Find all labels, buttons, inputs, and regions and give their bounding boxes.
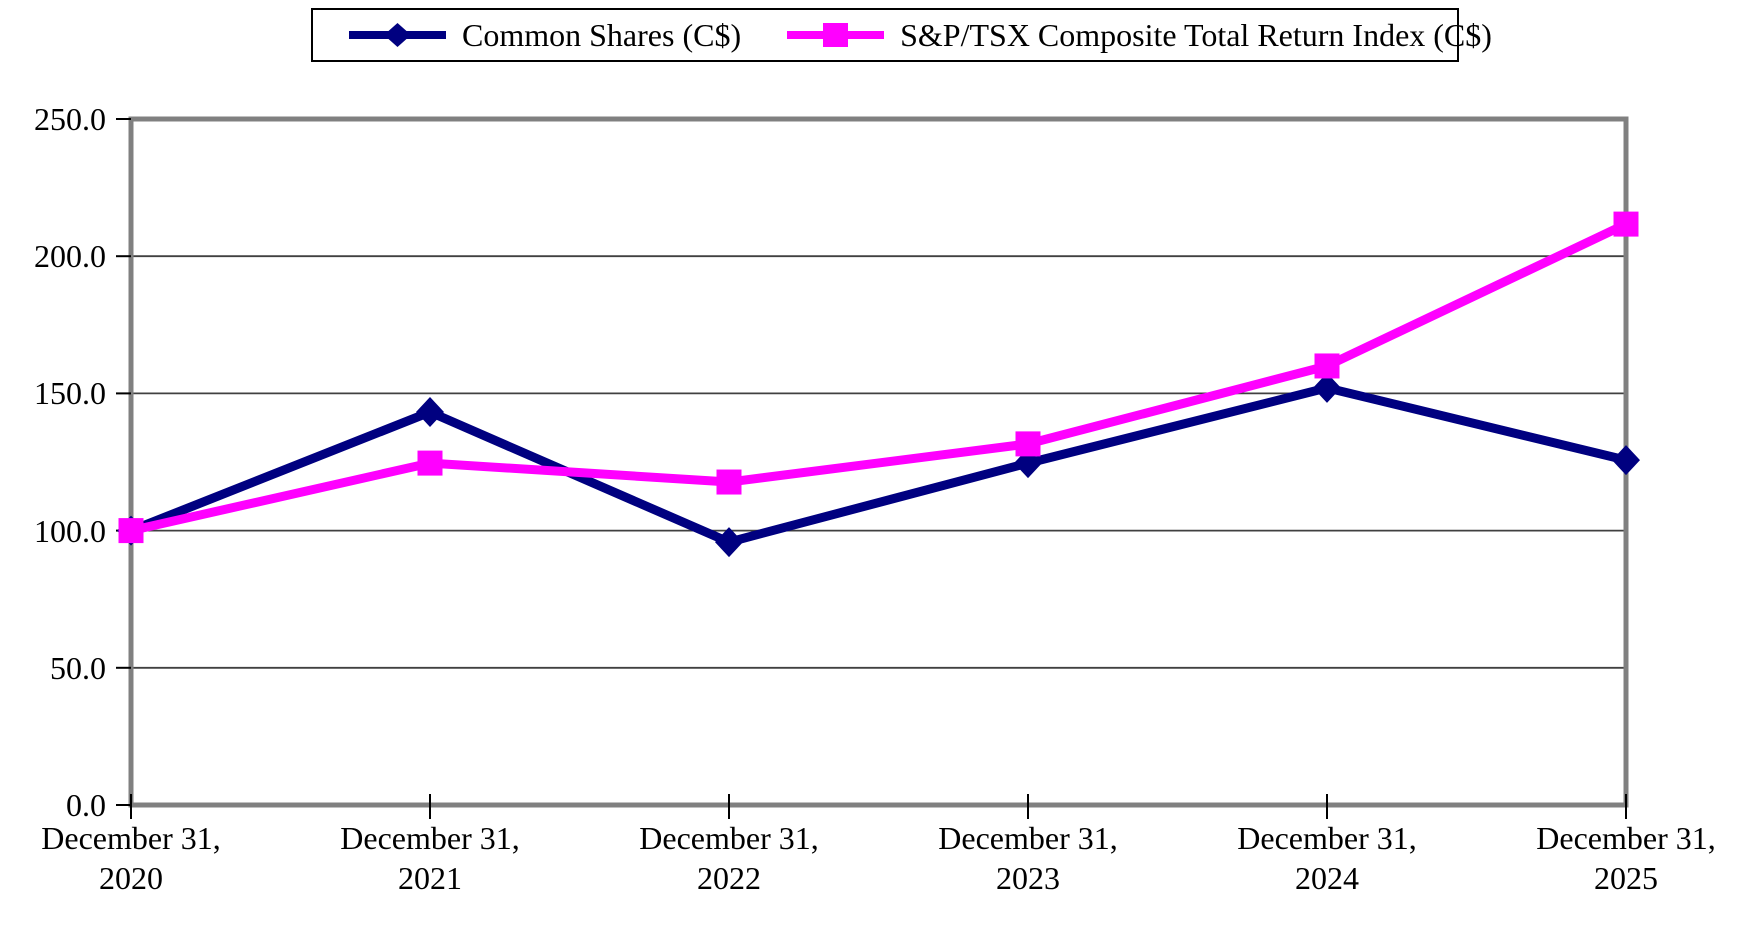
data-point-square: [1314, 353, 1340, 379]
x-tick-label: December 31, 2021: [290, 818, 570, 898]
x-tick-label-line1: December 31,: [41, 820, 221, 856]
data-point-square: [1613, 211, 1639, 237]
x-tick-label: December 31, 2024: [1187, 818, 1467, 898]
y-tick-label: 200.0: [34, 238, 106, 275]
data-point-square: [1015, 431, 1041, 457]
x-tick-label-line2: 2024: [1295, 860, 1359, 896]
x-tick-label: December 31, 2023: [888, 818, 1168, 898]
data-point-diamond: [1313, 372, 1341, 403]
y-tick-label: 250.0: [34, 101, 106, 137]
line-square-swatch-icon: [787, 23, 885, 47]
x-tick-label-line2: 2021: [398, 860, 462, 896]
x-tick-label-line1: December 31,: [938, 820, 1118, 856]
x-tick-label-line2: 2020: [99, 860, 163, 896]
y-tick-label: 100.0: [34, 512, 106, 549]
legend-entry-tsx-index: S&P/TSX Composite Total Return Index (C$…: [787, 17, 1492, 54]
x-tick-label: December 31, 2020: [0, 818, 271, 898]
series-line-0: [129, 383, 1628, 547]
y-tick-label: 150.0: [34, 375, 106, 412]
x-tick-label-line2: 2022: [697, 860, 761, 896]
legend: Common Shares (C$) S&P/TSX Composite Tot…: [311, 8, 1492, 62]
x-tick-label-line1: December 31,: [340, 820, 520, 856]
legend-label-common-shares: Common Shares (C$): [462, 16, 742, 53]
x-tick-label-line2: 2023: [996, 860, 1060, 896]
line-diamond-swatch-icon: [349, 23, 446, 47]
x-tick-label-line2: 2025: [1594, 860, 1658, 896]
x-tick-label-line1: December 31,: [1237, 820, 1417, 856]
data-point-diamond: [715, 527, 743, 558]
data-point-diamond: [416, 397, 444, 428]
data-point-square: [716, 469, 742, 495]
data-point-diamond: [1612, 445, 1640, 476]
y-tick-label: 50.0: [50, 649, 106, 686]
legend-entry-common-shares: Common Shares (C$): [349, 17, 741, 54]
data-point-square: [118, 518, 144, 544]
x-tick-label-line1: December 31,: [639, 820, 819, 856]
data-point-square: [417, 450, 443, 476]
x-tick-label: December 31, 2025: [1486, 818, 1756, 898]
legend-label-tsx-index: S&P/TSX Composite Total Return Index (C$…: [900, 16, 1492, 53]
x-tick-label: December 31, 2022: [589, 818, 869, 898]
x-tick-label-line1: December 31,: [1536, 820, 1716, 856]
series-line-1: [130, 220, 1628, 535]
y-tick-label: 0.0: [66, 787, 106, 823]
